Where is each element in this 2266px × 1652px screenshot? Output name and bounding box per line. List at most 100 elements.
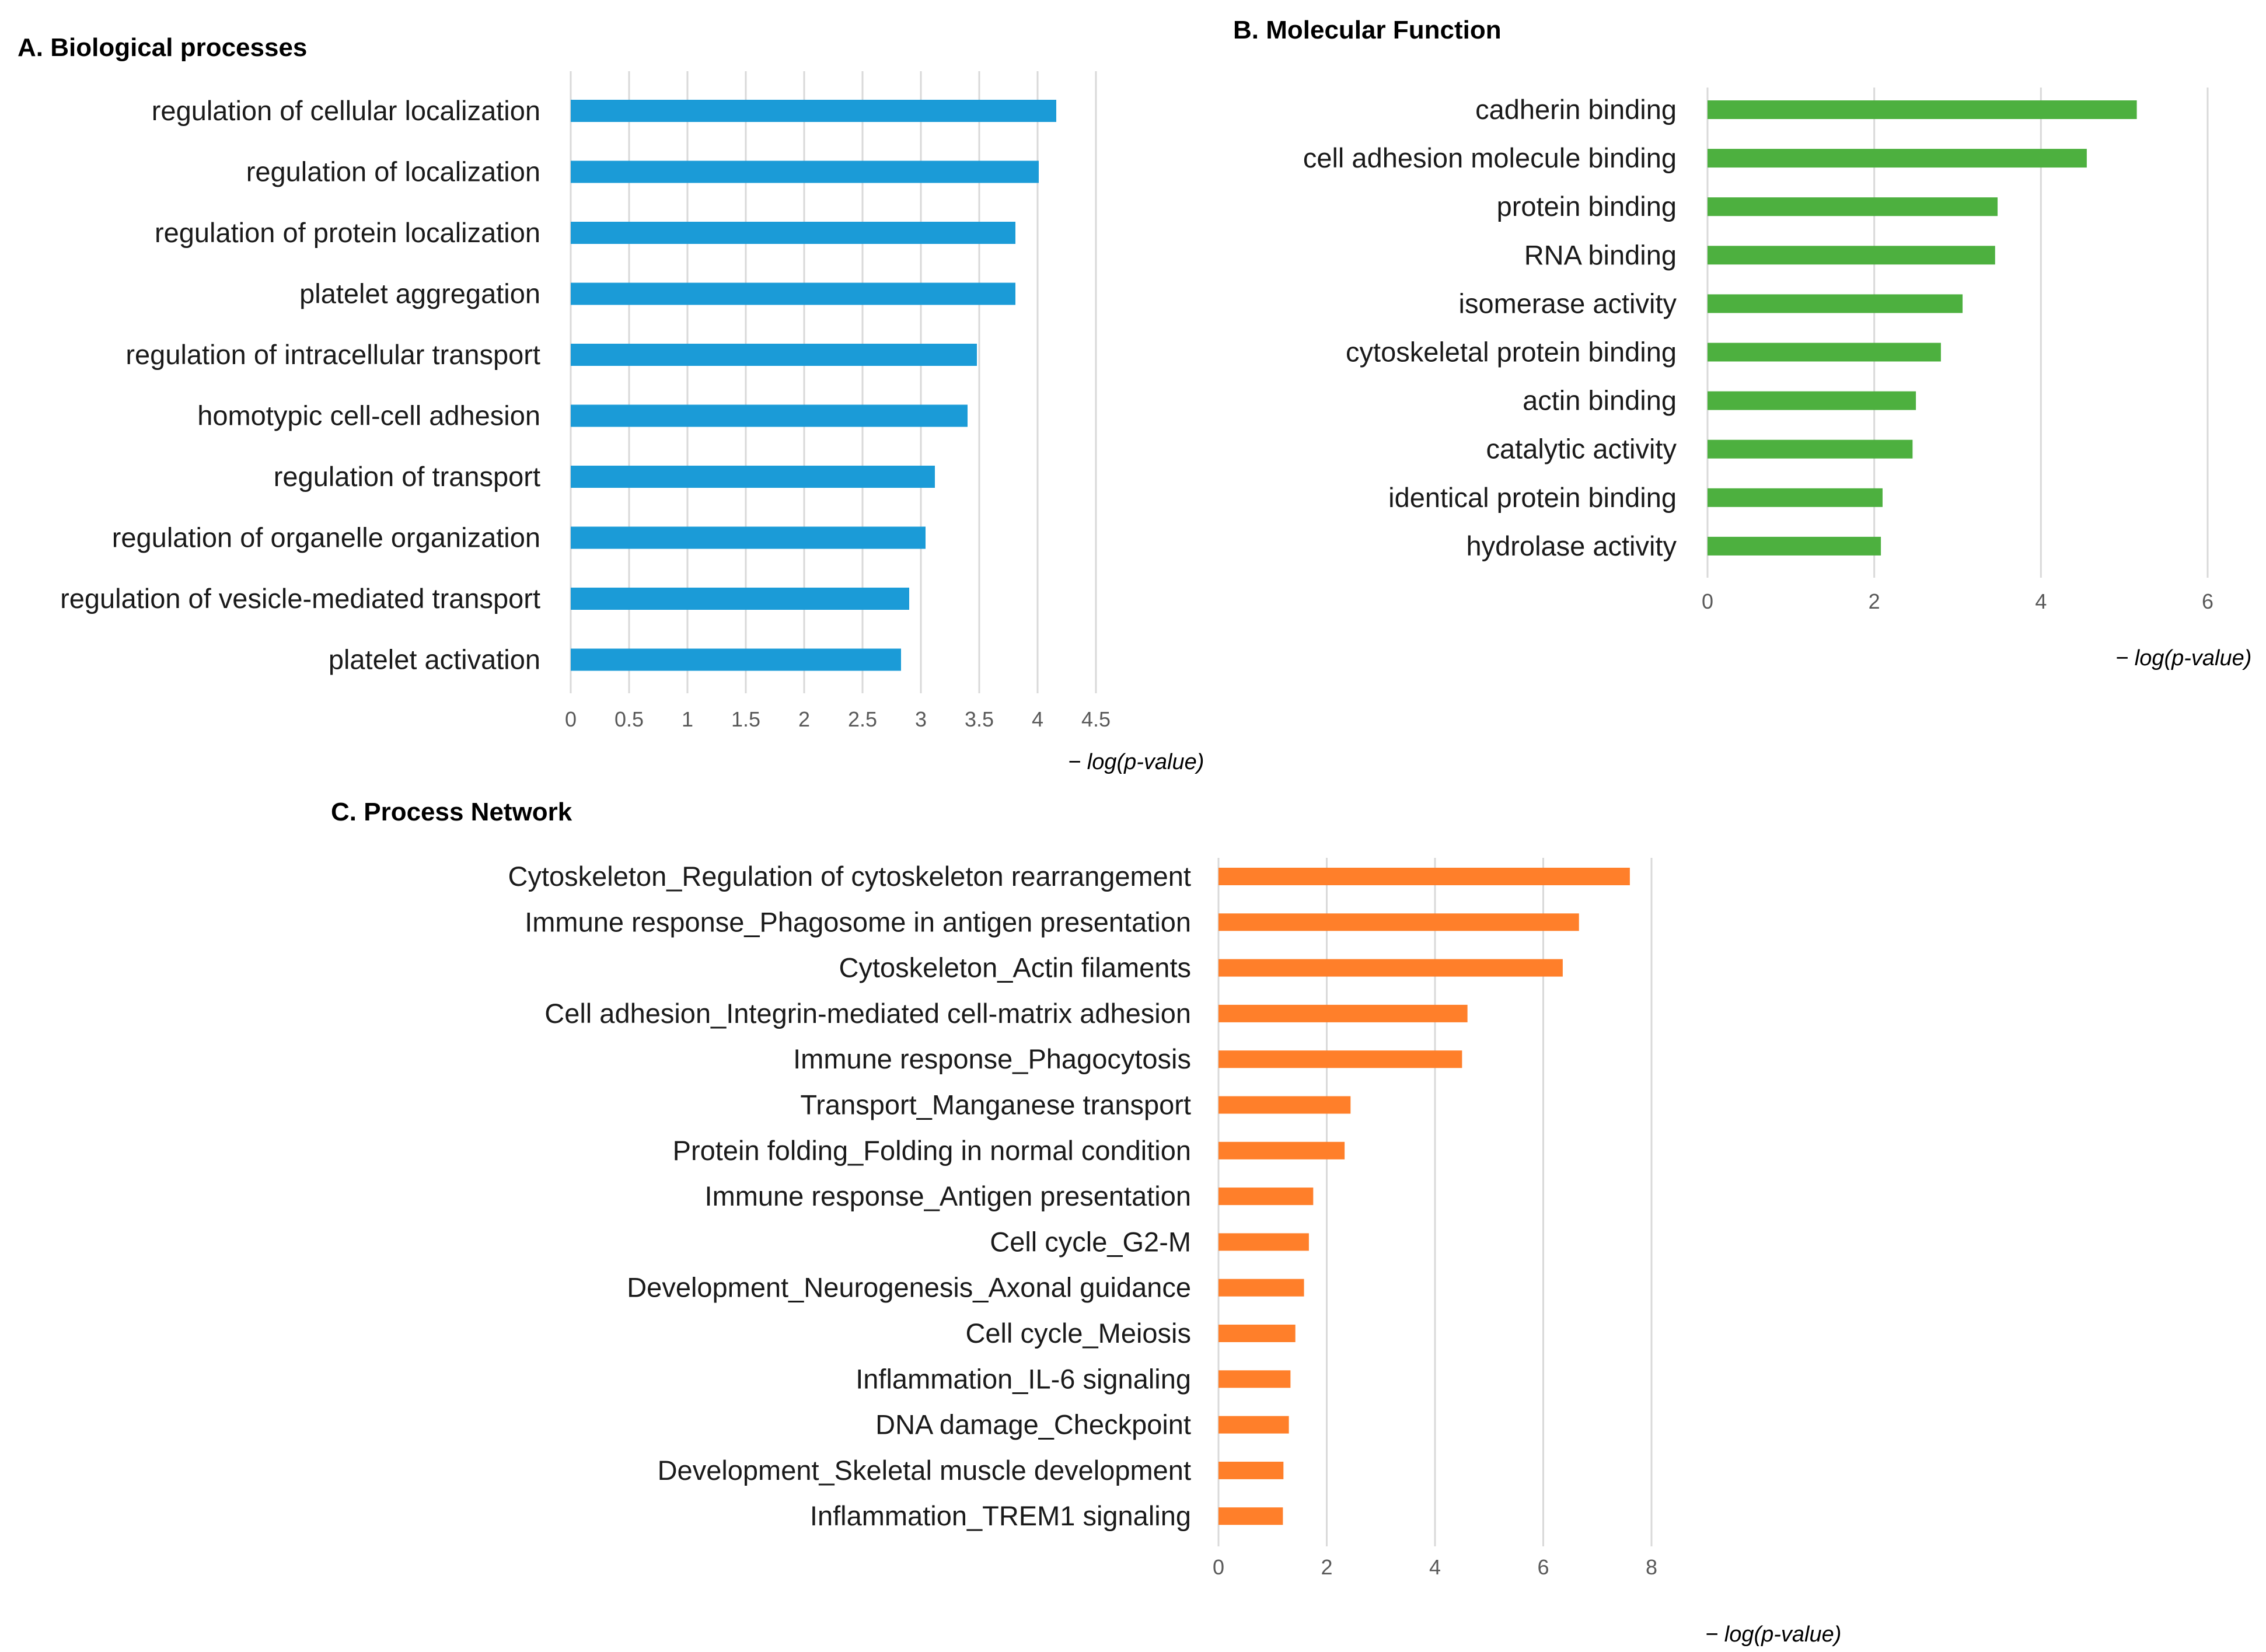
panel-a-tick-label: 2.5 bbox=[848, 707, 877, 731]
panel-c-tick-labels: 0 2 4 6 8 bbox=[1213, 1555, 1657, 1579]
panel-c-category-label: Inflammation_IL-6 signaling bbox=[856, 1363, 1191, 1394]
panel-a-category-label: regulation of transport bbox=[274, 461, 540, 492]
panel-b-category-label: isomerase activity bbox=[1459, 288, 1677, 319]
panel-b-bar bbox=[1708, 197, 1998, 216]
panel-c-bar bbox=[1218, 1461, 1284, 1479]
panel-c-bar bbox=[1218, 1188, 1314, 1206]
panel-b-title: B. Molecular Function bbox=[1233, 16, 1502, 44]
panel-biological-processes: A. Biological processes regulation of ce… bbox=[18, 33, 1204, 774]
panel-b-category-label: cytoskeletal protein binding bbox=[1346, 337, 1677, 368]
panel-a-category-label: regulation of organelle organization bbox=[112, 522, 540, 553]
panel-b-tick-label: 6 bbox=[2202, 589, 2213, 613]
panel-molecular-function: B. Molecular Function cadherin binding ce… bbox=[1233, 16, 2251, 670]
panel-c-category-label: Development_Neurogenesis_Axonal guidance bbox=[627, 1272, 1191, 1303]
panel-a-category-label: regulation of vesicle-mediated transport bbox=[60, 583, 540, 614]
panel-b-tick-label: 4 bbox=[2035, 589, 2047, 613]
panel-a-bar bbox=[571, 404, 968, 427]
panel-a-bar bbox=[571, 648, 901, 671]
panel-c-bar bbox=[1218, 959, 1563, 977]
panel-c-category-label: Development_Skeletal muscle development bbox=[658, 1455, 1191, 1486]
panel-a-tick-label: 3.5 bbox=[965, 707, 994, 731]
panel-a-category-label: homotypic cell-cell adhesion bbox=[197, 400, 540, 431]
panel-b-category-label: hydrolase activity bbox=[1467, 530, 1677, 561]
panel-c-bar bbox=[1218, 1416, 1289, 1434]
panel-c-bar bbox=[1218, 868, 1630, 885]
panel-a-bar bbox=[571, 222, 1015, 244]
panel-c-title: C. Process Network bbox=[331, 798, 572, 826]
panel-b-category-label: protein binding bbox=[1497, 191, 1677, 222]
panel-b-bar bbox=[1708, 536, 1881, 556]
panel-c-category-label: Cell cycle_Meiosis bbox=[965, 1318, 1191, 1349]
panel-b-tick-label: 2 bbox=[1869, 589, 1880, 613]
panel-a-category-label: regulation of cellular localization bbox=[152, 95, 540, 126]
panel-a-tick-label: 4.5 bbox=[1081, 707, 1111, 731]
panel-b-bar bbox=[1708, 246, 1995, 265]
panel-b-category-label: identical protein binding bbox=[1388, 482, 1677, 513]
panel-a-tick-label: 1 bbox=[682, 707, 693, 731]
panel-c-tick-label: 4 bbox=[1429, 1555, 1441, 1579]
panel-c-bar bbox=[1218, 1325, 1296, 1342]
panel-b-category-label: cell adhesion molecule binding bbox=[1303, 142, 1677, 173]
panel-b-bar bbox=[1708, 488, 1883, 507]
panel-a-bar bbox=[571, 160, 1039, 183]
panel-c-tick-label: 2 bbox=[1321, 1555, 1332, 1579]
panel-a-bar bbox=[571, 466, 935, 488]
panel-c-category-label: Inflammation_TREM1 signaling bbox=[810, 1500, 1191, 1531]
panel-a-x-axis-title: − log(p-value) bbox=[1068, 750, 1204, 774]
panel-c-bar bbox=[1218, 1507, 1283, 1525]
panel-c-category-label: Transport_Manganese transport bbox=[800, 1089, 1191, 1120]
panel-c-category-label: Immune response_Phagocytosis bbox=[793, 1043, 1191, 1074]
panel-c-bar bbox=[1218, 913, 1579, 931]
panel-a-bar bbox=[571, 588, 909, 610]
panel-a-tick-labels: 0 0.5 1 1.5 2 2.5 3 3.5 4 4.5 bbox=[565, 707, 1111, 731]
panel-process-network: C. Process Network Cytoskeleton_Regulati… bbox=[331, 798, 1841, 1647]
panel-c-tick-label: 8 bbox=[1646, 1555, 1657, 1579]
panel-b-bar bbox=[1708, 100, 2137, 119]
panel-c-category-label: Immune response_Phagosome in antigen pre… bbox=[525, 906, 1191, 937]
panel-b-bar bbox=[1708, 439, 1913, 459]
panel-c-bar bbox=[1218, 1233, 1309, 1251]
panel-a-bar bbox=[571, 100, 1056, 122]
panel-b-bar bbox=[1708, 391, 1916, 410]
panel-b-bar bbox=[1708, 149, 2087, 168]
panel-b-bar bbox=[1708, 294, 1963, 313]
panel-b-category-label: catalytic activity bbox=[1486, 434, 1677, 464]
panel-c-bar bbox=[1218, 1279, 1304, 1297]
panel-b-category-label: actin binding bbox=[1523, 385, 1677, 416]
panel-c-tick-label: 0 bbox=[1213, 1555, 1224, 1579]
panel-c-category-label: Immune response_Antigen presentation bbox=[705, 1181, 1191, 1211]
panel-c-category-label: Cytoskeleton_Actin filaments bbox=[839, 952, 1191, 983]
panel-c-bar bbox=[1218, 1004, 1468, 1022]
panel-b-x-axis-title: − log(p-value) bbox=[2115, 646, 2251, 670]
panel-a-tick-label: 0.5 bbox=[614, 707, 644, 731]
panel-a-tick-label: 3 bbox=[915, 707, 927, 731]
panel-a-category-label: regulation of protein localization bbox=[155, 217, 540, 248]
panel-c-bar bbox=[1218, 1370, 1291, 1388]
panel-a-tick-label: 0 bbox=[565, 707, 577, 731]
panel-a-category-label: regulation of localization bbox=[246, 156, 540, 187]
panel-c-category-label: DNA damage_Checkpoint bbox=[875, 1409, 1191, 1440]
panel-c-x-axis-title: − log(p-value) bbox=[1705, 1622, 1841, 1647]
panel-a-category-label: platelet activation bbox=[329, 644, 540, 675]
panel-b-bar bbox=[1708, 343, 1941, 362]
panel-a-title: A. Biological processes bbox=[18, 33, 307, 62]
panel-b-bars bbox=[1708, 100, 2137, 556]
panel-c-category-label: Cell cycle_G2-M bbox=[990, 1226, 1191, 1257]
panel-c-bar bbox=[1218, 1096, 1351, 1114]
panel-a-tick-label: 2 bbox=[798, 707, 810, 731]
panel-a-category-labels: regulation of cellular localization regul… bbox=[60, 95, 540, 675]
panel-a-bar bbox=[571, 344, 977, 366]
panel-a-bar bbox=[571, 526, 926, 549]
panel-c-category-labels: Cytoskeleton_Regulation of cytoskeleton … bbox=[508, 861, 1191, 1531]
panel-b-category-label: RNA binding bbox=[1524, 239, 1677, 270]
panel-c-bars bbox=[1218, 868, 1630, 1525]
panel-c-bar bbox=[1218, 1141, 1345, 1159]
panel-a-bars bbox=[571, 100, 1056, 671]
panel-a-bar bbox=[571, 282, 1015, 305]
panel-c-category-label: Cytoskeleton_Regulation of cytoskeleton … bbox=[508, 861, 1191, 892]
panel-b-category-label: cadherin binding bbox=[1475, 94, 1677, 125]
panel-c-bar bbox=[1218, 1050, 1462, 1068]
panel-a-tick-label: 4 bbox=[1032, 707, 1043, 731]
panel-c-tick-label: 6 bbox=[1537, 1555, 1549, 1579]
